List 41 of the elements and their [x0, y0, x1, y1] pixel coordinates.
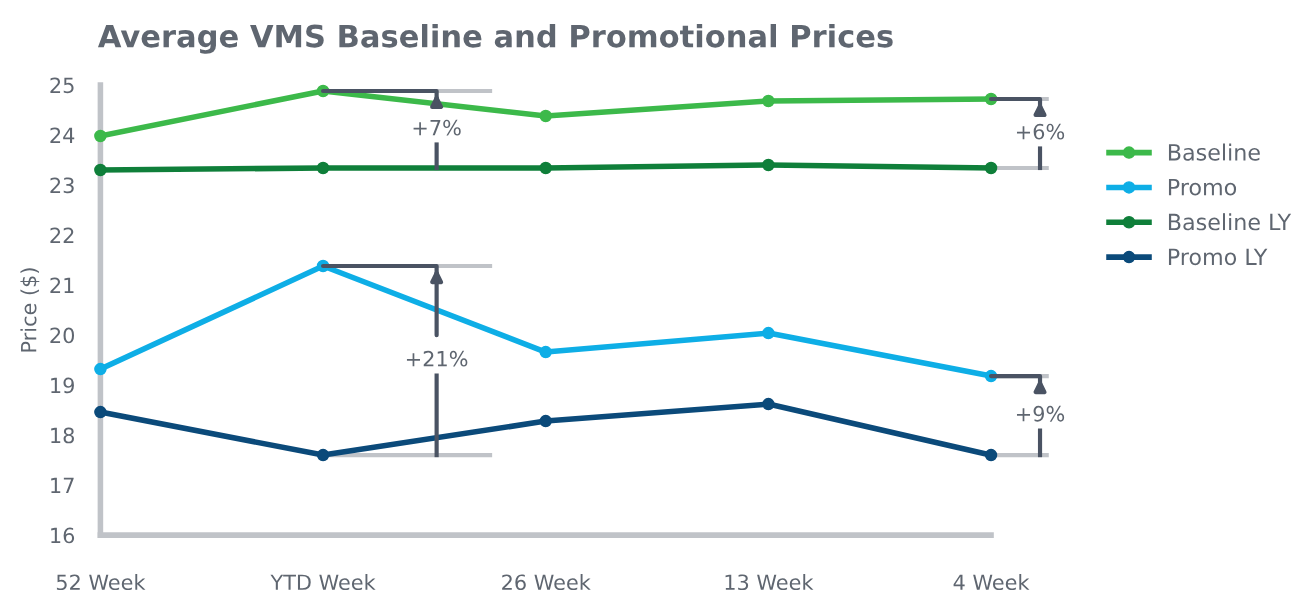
y-tick-label: 23 [50, 177, 74, 194]
x-tick-label: 13 Week [725, 574, 814, 590]
point [316, 161, 330, 175]
y-tick-label: 19 [51, 377, 74, 394]
legend-label: Baseline [1168, 143, 1260, 161]
point [539, 414, 552, 428]
chart-title: Average VMS Baseline and Promotional Prices [97, 23, 893, 54]
y-tick-label: 20 [50, 327, 75, 344]
point [762, 326, 775, 340]
point [984, 161, 998, 175]
point [316, 448, 330, 462]
point [984, 448, 998, 462]
point [762, 397, 775, 411]
y-tick-label: 25 [50, 77, 74, 94]
legend-label: Promo [1168, 179, 1237, 196]
annotation: +7% [413, 119, 461, 136]
y-tick-label: 18 [51, 427, 74, 444]
x-tick-label: YTD Week [270, 574, 376, 590]
y-tick-label: 24 [50, 127, 75, 143]
y-tick-label: 22 [50, 227, 74, 243]
x-tick-label: 4 Week [953, 574, 1030, 590]
point [539, 109, 552, 123]
point [539, 345, 552, 359]
point [94, 129, 107, 143]
legend-label: Promo LY [1168, 248, 1268, 266]
point [94, 163, 107, 177]
x-tick-label: 26 Week [502, 574, 591, 590]
legend-label: Baseline LY [1168, 213, 1292, 231]
x-tick-label: 52 Week [56, 574, 146, 590]
y-axis-title: Price ($) [20, 268, 40, 352]
point [762, 158, 775, 172]
y-tick-label: 21 [50, 277, 74, 293]
point [94, 362, 107, 376]
annotation: +6% [1016, 123, 1065, 140]
y-tick-label: 17 [51, 477, 74, 494]
point [94, 405, 107, 419]
point [762, 94, 775, 108]
annotation: +21% [406, 350, 468, 367]
point [539, 161, 552, 175]
annotation: +9% [1016, 405, 1065, 422]
y-tick-label: 16 [51, 527, 75, 544]
